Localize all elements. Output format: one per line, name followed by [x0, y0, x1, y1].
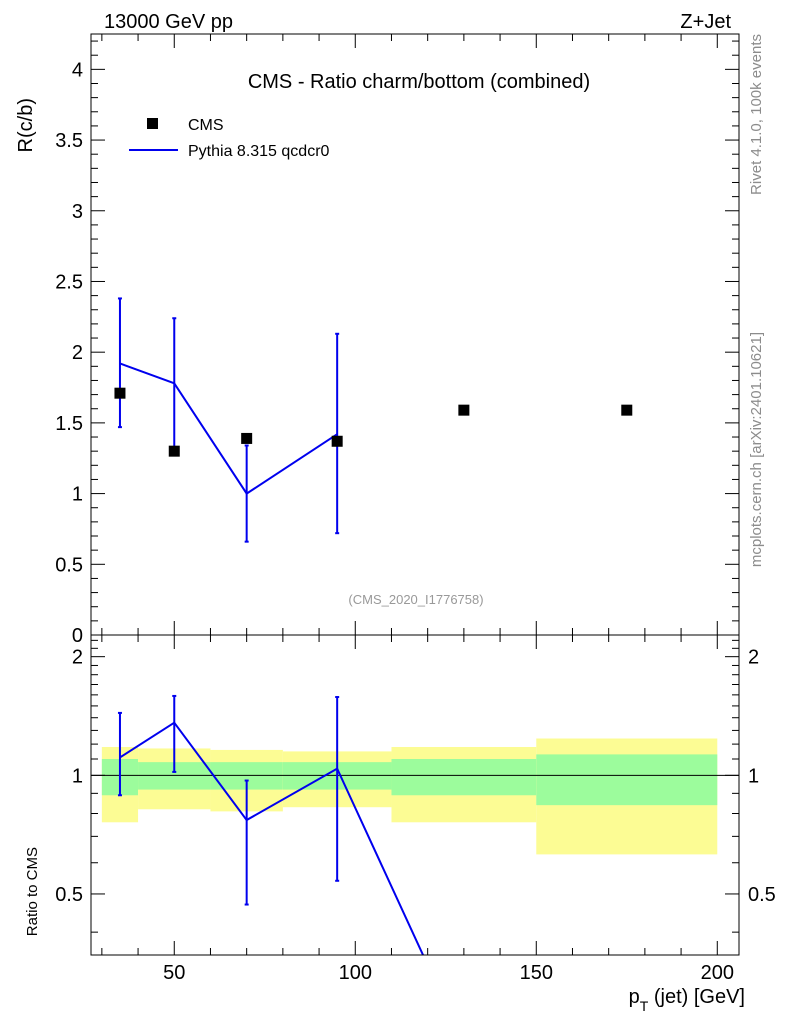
- y-axis-label: R(c/b): [15, 98, 37, 152]
- ratio-y-tick-label-left: 1: [72, 765, 83, 787]
- process-label: Z+Jet: [680, 11, 731, 33]
- rivet-label: Rivet 4.1.0, 100k events: [748, 34, 765, 195]
- main-axis-ticks: 0 0.5 1 1.5 2 2.5 3 3.5 4: [55, 34, 739, 647]
- ratio-band-inner: [536, 754, 718, 806]
- x-axis-label-text: pT (jet) [GeV]: [629, 986, 745, 1014]
- ratio-frame: [90, 634, 740, 956]
- ratio-y-tick-label-right: 1: [748, 765, 759, 787]
- cms-data-point: [331, 435, 343, 447]
- y-tick-label: 4: [72, 59, 83, 81]
- legend: CMS Pythia 8.315 qcdcr0: [129, 117, 330, 160]
- y-tick-label: 1: [72, 484, 83, 506]
- ratio-y-tick-label-right: 0.5: [748, 884, 776, 906]
- x-tick-label: 200: [701, 962, 734, 984]
- y-tick-label: 3: [72, 201, 83, 223]
- analysis-id: (CMS_2020_I1776758): [348, 592, 483, 607]
- x-axis-label: pT (jet) [GeV]: [629, 986, 745, 1014]
- ratio-uncertainty-bands: [101, 738, 718, 855]
- legend-marker-cms: [147, 118, 158, 129]
- ratio-series-line: [119, 721, 425, 955]
- cms-data-point: [458, 404, 470, 416]
- legend-label-pythia: Pythia 8.315 qcdcr0: [188, 143, 330, 160]
- cms-data-point: [114, 387, 126, 399]
- ratio-y-tick-label-right: 2: [748, 647, 759, 669]
- ratio-y-axis-label: Ratio to CMS: [24, 847, 41, 936]
- main-plot-area: [114, 297, 633, 543]
- ratio-axis-ticks: 0.5 0.5 1 1 2 2 50 100 150 200: [55, 635, 776, 984]
- pythia-series-line: [119, 362, 338, 495]
- ratio-y-tick-label-left: 0.5: [55, 884, 83, 906]
- y-tick-label: 2: [72, 342, 83, 364]
- ratio-y-tick-label-left: 2: [72, 647, 83, 669]
- cms-data-point: [621, 404, 633, 416]
- ratio-band-inner: [391, 758, 537, 796]
- cms-data-point: [241, 432, 253, 444]
- energy-label: 13000 GeV pp: [104, 11, 233, 33]
- x-tick-label: 150: [520, 962, 553, 984]
- y-tick-label: 0: [72, 625, 83, 647]
- y-tick-label: 3.5: [55, 130, 83, 152]
- source-label: mcplots.cern.ch [arXiv:2401.10621]: [748, 332, 765, 567]
- y-tick-label: 0.5: [55, 554, 83, 576]
- legend-label-cms: CMS: [188, 117, 224, 134]
- x-tick-label: 50: [163, 962, 185, 984]
- y-tick-label: 2.5: [55, 271, 83, 293]
- x-tick-label: 100: [339, 962, 372, 984]
- ratio-plot-area: [117, 694, 425, 955]
- cms-data-point: [168, 445, 180, 457]
- chart-title: CMS - Ratio charm/bottom (combined): [248, 71, 590, 93]
- y-tick-label: 1.5: [55, 413, 83, 435]
